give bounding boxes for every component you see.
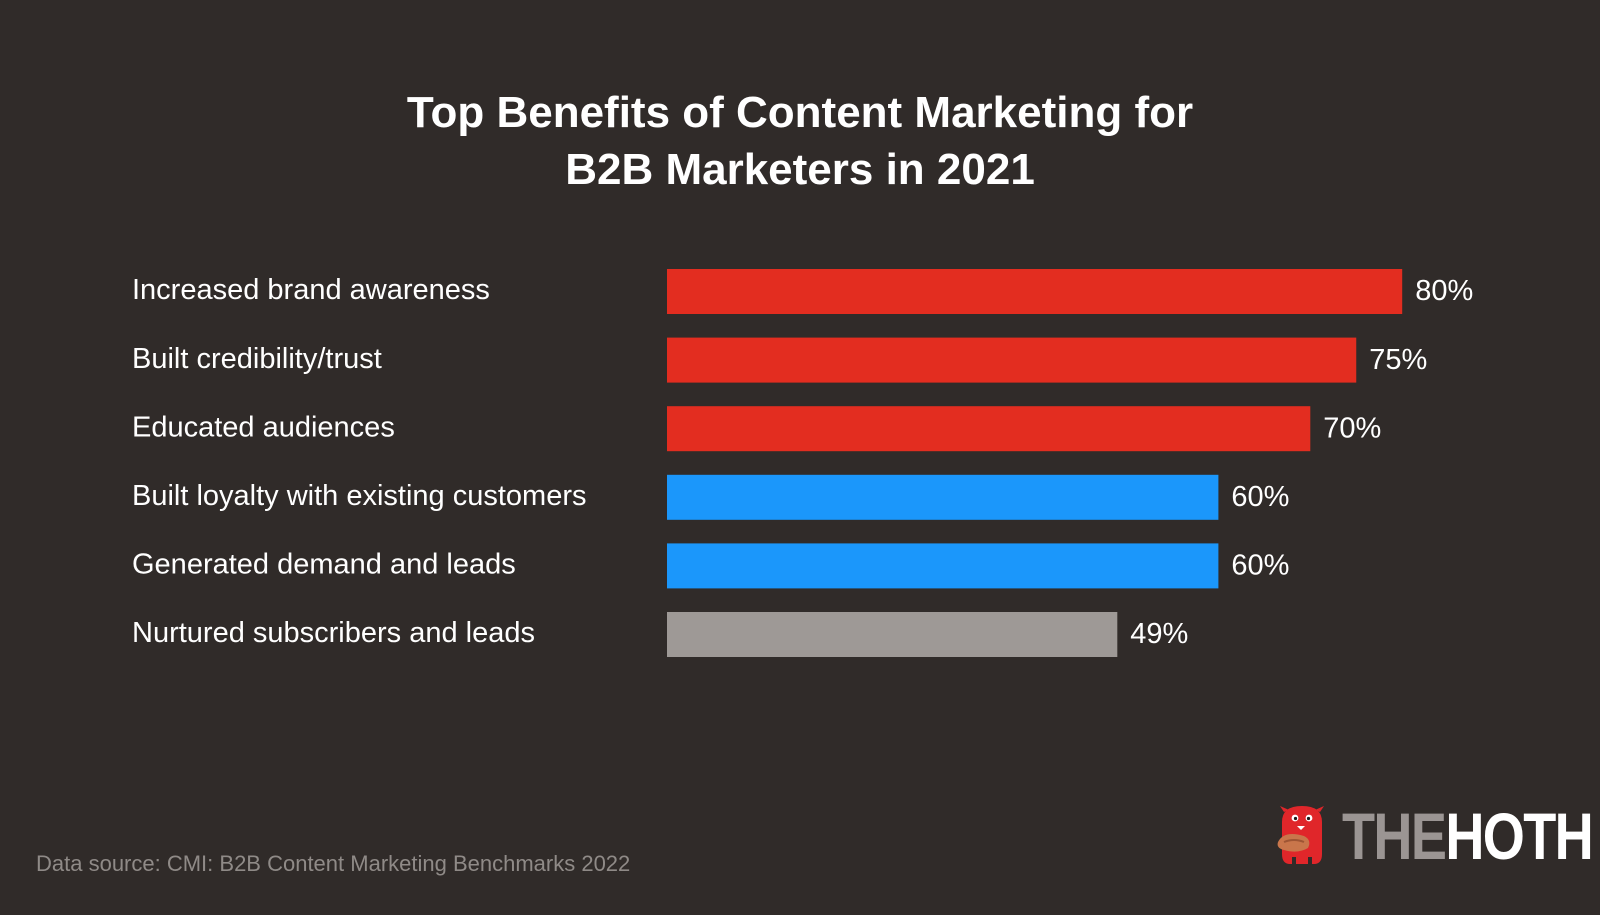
chart-title: Top Benefits of Content Marketing for B2… <box>0 84 1600 198</box>
category-label: Generated demand and leads <box>132 549 516 581</box>
value-label: 49% <box>1130 618 1188 650</box>
thehoth-logo[interactable]: THEHOTH <box>1276 803 1600 869</box>
bar[interactable] <box>667 337 1357 383</box>
logo-word-the: THE <box>1342 799 1447 873</box>
value-label: 60% <box>1231 481 1289 513</box>
logo-word-hoth: HOTH <box>1445 799 1593 873</box>
chart-title-line-1: Top Benefits of Content Marketing for <box>406 88 1194 137</box>
value-label: 70% <box>1323 412 1381 444</box>
chart-title-line-2: B2B Marketers in 2021 <box>565 145 1035 194</box>
bar[interactable] <box>667 406 1311 452</box>
bar[interactable] <box>667 474 1219 520</box>
category-label: Educated audiences <box>132 411 395 443</box>
value-label: 80% <box>1415 275 1473 307</box>
category-label: Built loyalty with existing customers <box>132 480 587 512</box>
bar[interactable] <box>667 543 1219 589</box>
bar[interactable] <box>667 612 1118 657</box>
category-label: Nurtured subscribers and leads <box>132 617 535 649</box>
category-label: Increased brand awareness <box>132 274 490 306</box>
value-label: 60% <box>1231 550 1289 582</box>
thehoth-wordmark: THEHOTH <box>1342 803 1594 869</box>
value-label: 75% <box>1369 344 1427 376</box>
category-label: Built credibility/trust <box>132 343 382 375</box>
bar[interactable] <box>667 269 1403 314</box>
data-source-note: Data source: CMI: B2B Content Marketing … <box>36 851 631 876</box>
red-monster-mascot-icon <box>1277 806 1324 864</box>
